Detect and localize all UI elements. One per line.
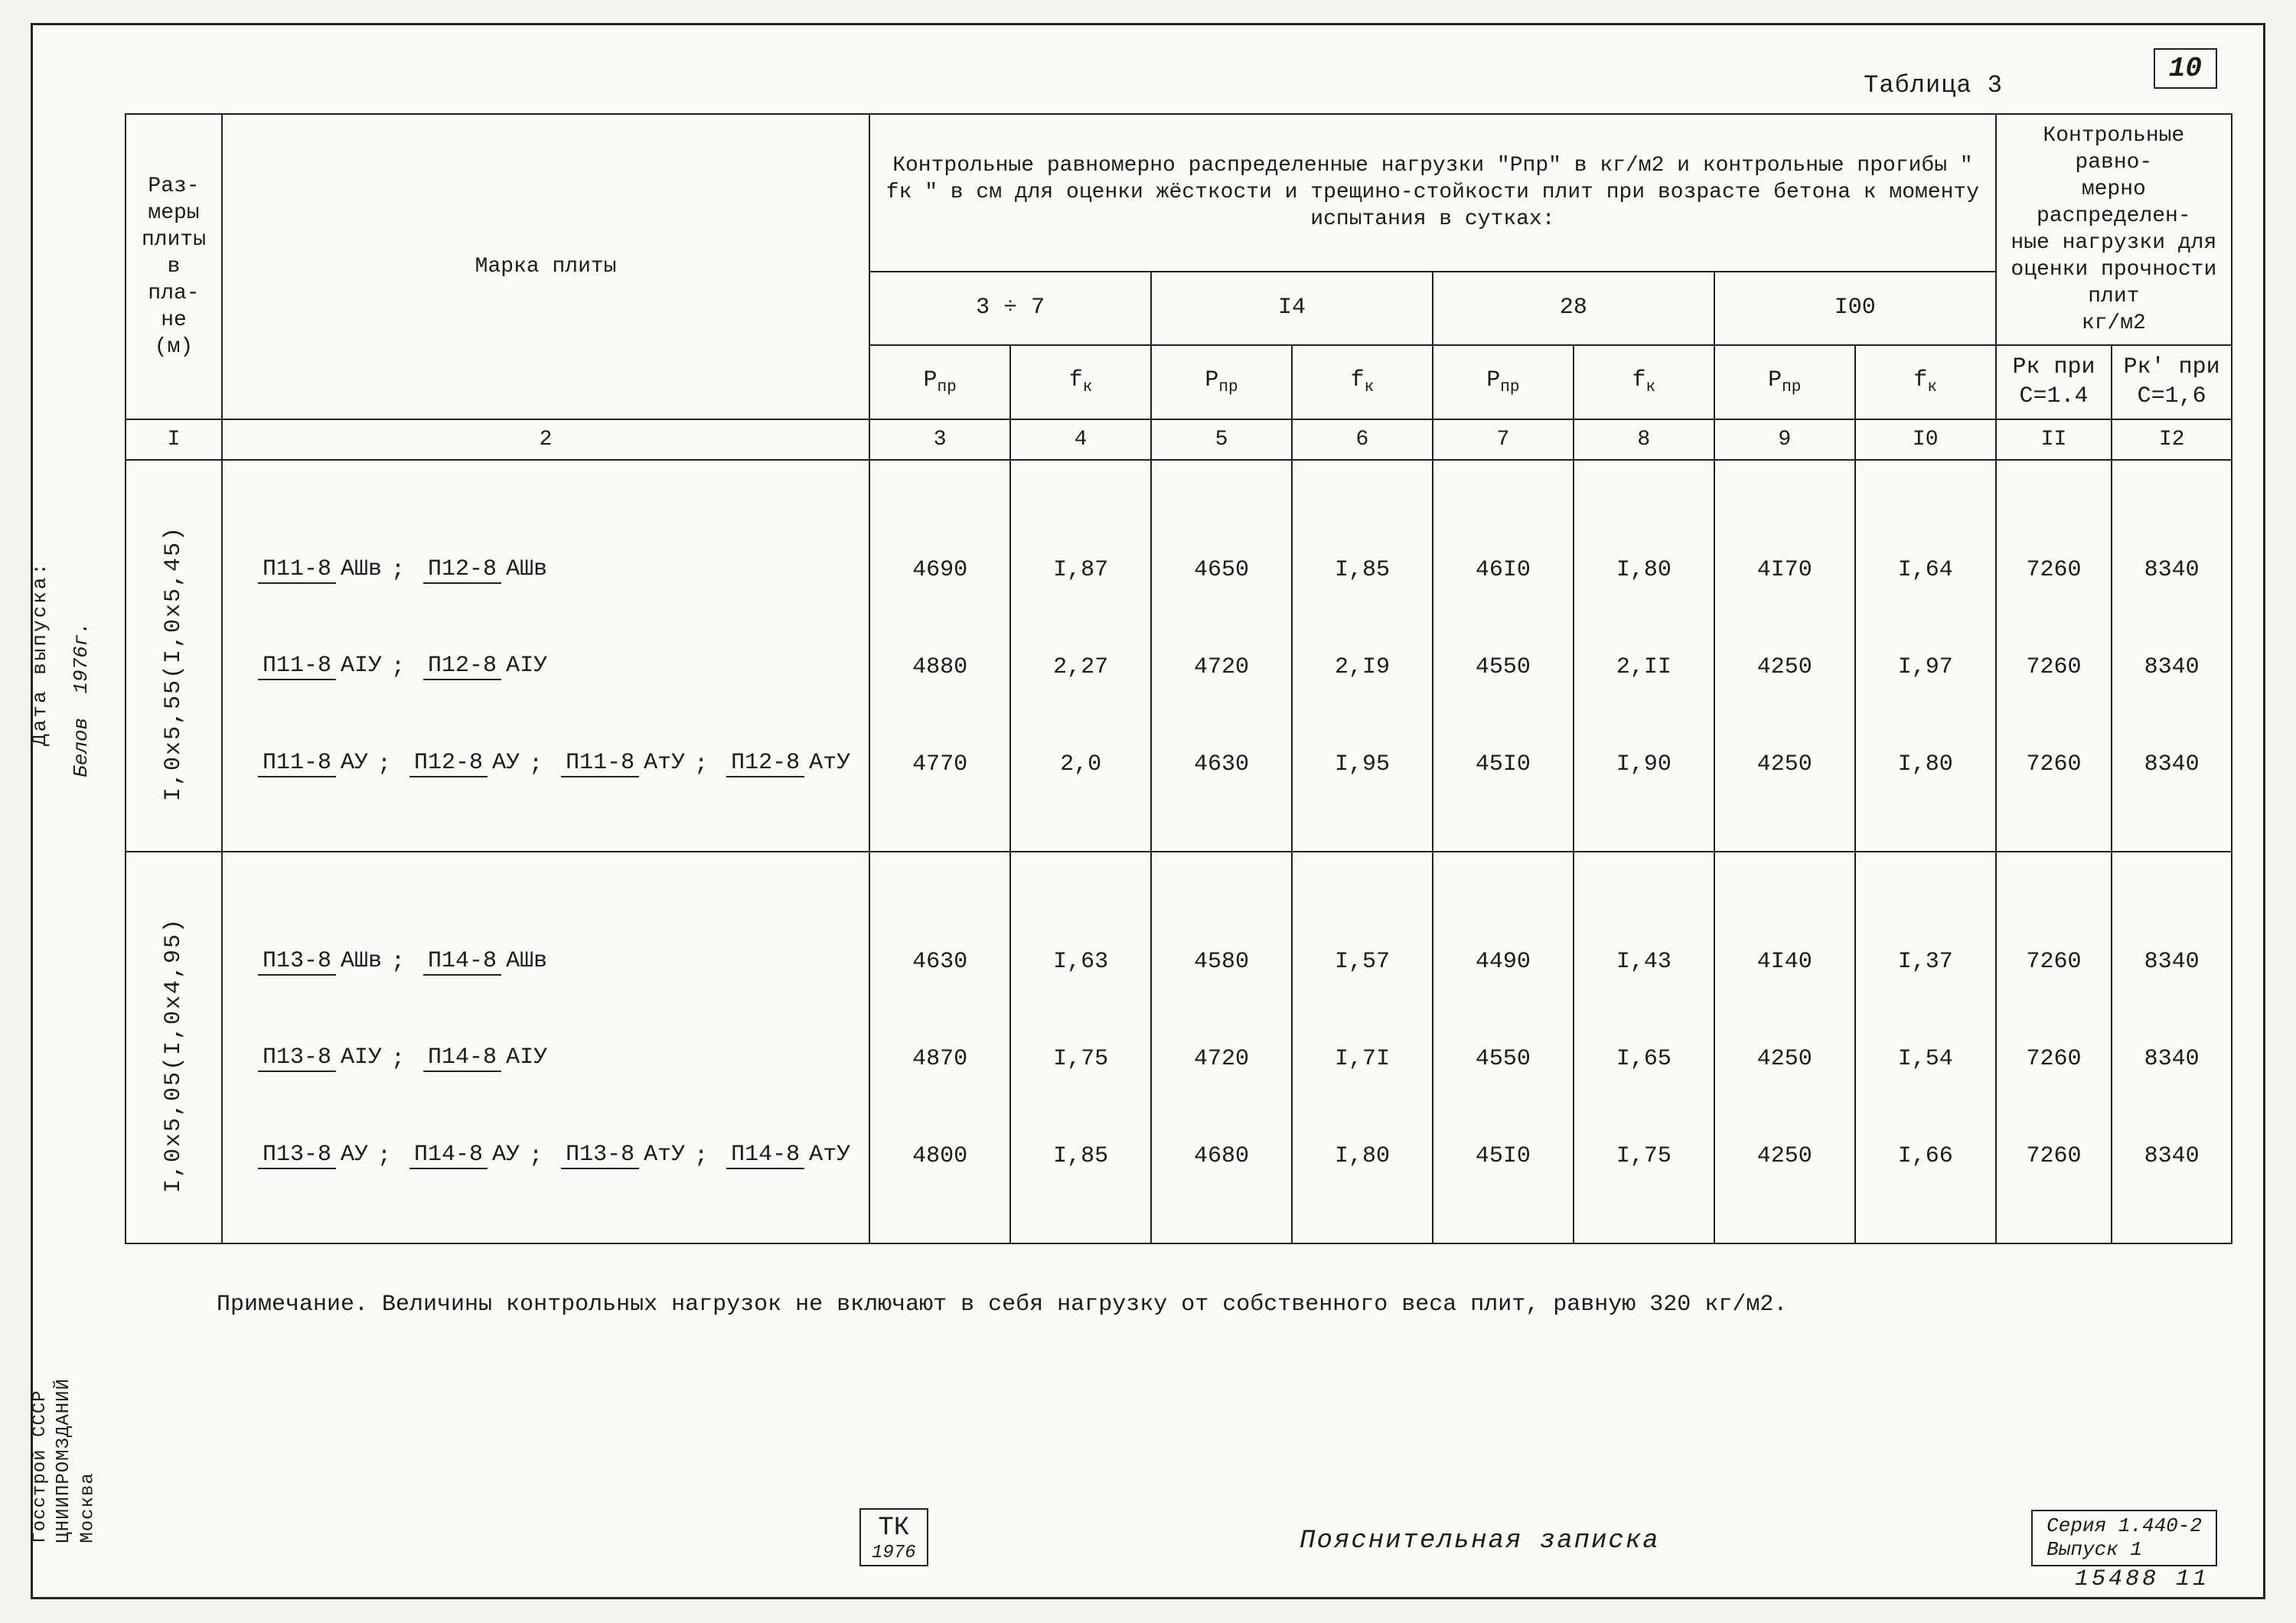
th-age-14: I4 xyxy=(1151,272,1433,345)
column-numbers-row: I 2 3 4 5 6 7 8 9 I0 II I2 xyxy=(126,419,2232,460)
table-caption: Таблица 3 xyxy=(125,71,2003,99)
footer: ТК 1976 Пояснительная записка Серия 1.44… xyxy=(125,1508,2217,1566)
side-label-year: Белов 1976г. xyxy=(70,622,93,777)
th-p3: Pпр xyxy=(1433,345,1574,419)
th-pk14: Pк при C=1.4 xyxy=(1996,345,2112,419)
th-p1: Pпр xyxy=(869,345,1010,419)
th-pk16: Pк' при C=1,6 xyxy=(2112,345,2232,419)
size-cell-g1: I,0x5,55(I,0x5,45) xyxy=(126,460,222,852)
table-row: I,0x5,05(I,0x4,95) П13-8АШв; П14-8АШв П1… xyxy=(126,852,2232,1243)
marks-cell-g1: П11-8АШв; П12-8АШв П11-8АIУ; П12-8АIУ П1… xyxy=(222,460,869,852)
side-org: Госстрой СССР ЦНИИПРОМЗДАНИЙ Москва xyxy=(28,1378,100,1543)
th-strength-group: Контрольные равно-мерно распределен-ные … xyxy=(1996,114,2232,345)
th-p4: Pпр xyxy=(1714,345,1855,419)
th-size: Раз-мерыплитыв пла-не(м) xyxy=(126,114,222,419)
side-label-date: Дата выпуска: xyxy=(28,561,51,746)
th-mark: Марка плиты xyxy=(222,114,869,419)
th-p2: Pпр xyxy=(1151,345,1292,419)
document-page: 10 Таблица 3 Раз-мерыплитыв пла-не(м) Ма… xyxy=(31,23,2265,1599)
th-age-28: 28 xyxy=(1433,272,1714,345)
page-number-box: 10 xyxy=(2154,48,2217,89)
marks-cell-g2: П13-8АШв; П14-8АШв П13-8АIУ; П14-8АIУ П1… xyxy=(222,852,869,1243)
series-box: Серия 1.440-2 Выпуск 1 xyxy=(2031,1510,2217,1566)
th-f1: fк xyxy=(1010,345,1151,419)
table-3: Раз-мерыплитыв пла-не(м) Марка плиты Кон… xyxy=(125,113,2232,1244)
sheet-number: 15488 11 xyxy=(2075,1566,2210,1592)
table-row: I,0x5,55(I,0x5,45) П11-8АШв; П12-8АШв П1… xyxy=(126,460,2232,852)
th-f3: fк xyxy=(1574,345,1714,419)
footer-title: Пояснительная записка xyxy=(928,1527,2032,1566)
size-cell-g2: I,0x5,05(I,0x4,95) xyxy=(126,852,222,1243)
th-age-37: 3 ÷ 7 xyxy=(869,272,1151,345)
note-text: Примечание. Величины контрольных нагрузо… xyxy=(217,1290,1900,1320)
th-f4: fк xyxy=(1855,345,1996,419)
tk-stamp: ТК 1976 xyxy=(859,1508,928,1566)
th-age-100: I00 xyxy=(1714,272,1996,345)
th-loads-group: Контрольные равномерно распределенные на… xyxy=(869,114,1996,272)
th-f2: fк xyxy=(1292,345,1433,419)
